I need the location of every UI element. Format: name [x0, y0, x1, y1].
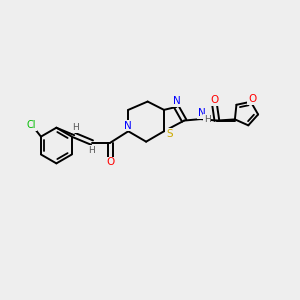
Text: N: N	[124, 121, 132, 130]
Text: N: N	[173, 96, 181, 106]
Text: O: O	[106, 158, 115, 167]
Text: O: O	[210, 95, 219, 105]
Text: H: H	[204, 115, 210, 124]
Text: H: H	[72, 123, 79, 132]
Text: O: O	[248, 94, 256, 104]
Text: H: H	[88, 146, 94, 154]
Text: N: N	[197, 108, 205, 118]
Text: Cl: Cl	[27, 120, 36, 130]
Text: S: S	[166, 129, 173, 139]
